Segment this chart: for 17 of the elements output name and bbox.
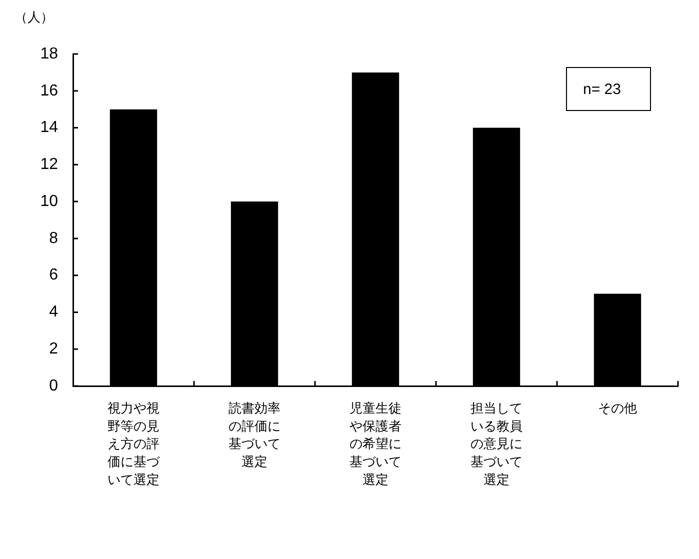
y-tick-label: 18 [40, 45, 58, 62]
x-tick-label: 視力や視野等の見え方の評価に基づいて選定 [108, 401, 160, 488]
y-tick-label: 12 [40, 156, 58, 174]
x-tick-label: 担当している教員の意見に基づいて選定 [470, 401, 522, 488]
y-tick-label: 16 [40, 82, 58, 100]
annotation: n= 23 [583, 80, 621, 98]
y-tick-label: 6 [49, 266, 58, 284]
x-tick-label: 読書効率の評価に基づいて選定 [228, 400, 280, 470]
y-tick-label: 14 [40, 119, 58, 136]
x-tick-label: 児童生徒や保護者の希望に基づいて選定 [350, 400, 402, 488]
y-tick-label: 8 [49, 230, 58, 247]
y-tick-label: 0 [49, 377, 58, 394]
x-tick-label: その他 [598, 401, 637, 416]
y-tick-label: 2 [49, 340, 58, 358]
y-tick-label: 4 [49, 304, 58, 321]
y-tick-label: 10 [40, 192, 58, 210]
y-axis-title: （人） [14, 10, 54, 26]
